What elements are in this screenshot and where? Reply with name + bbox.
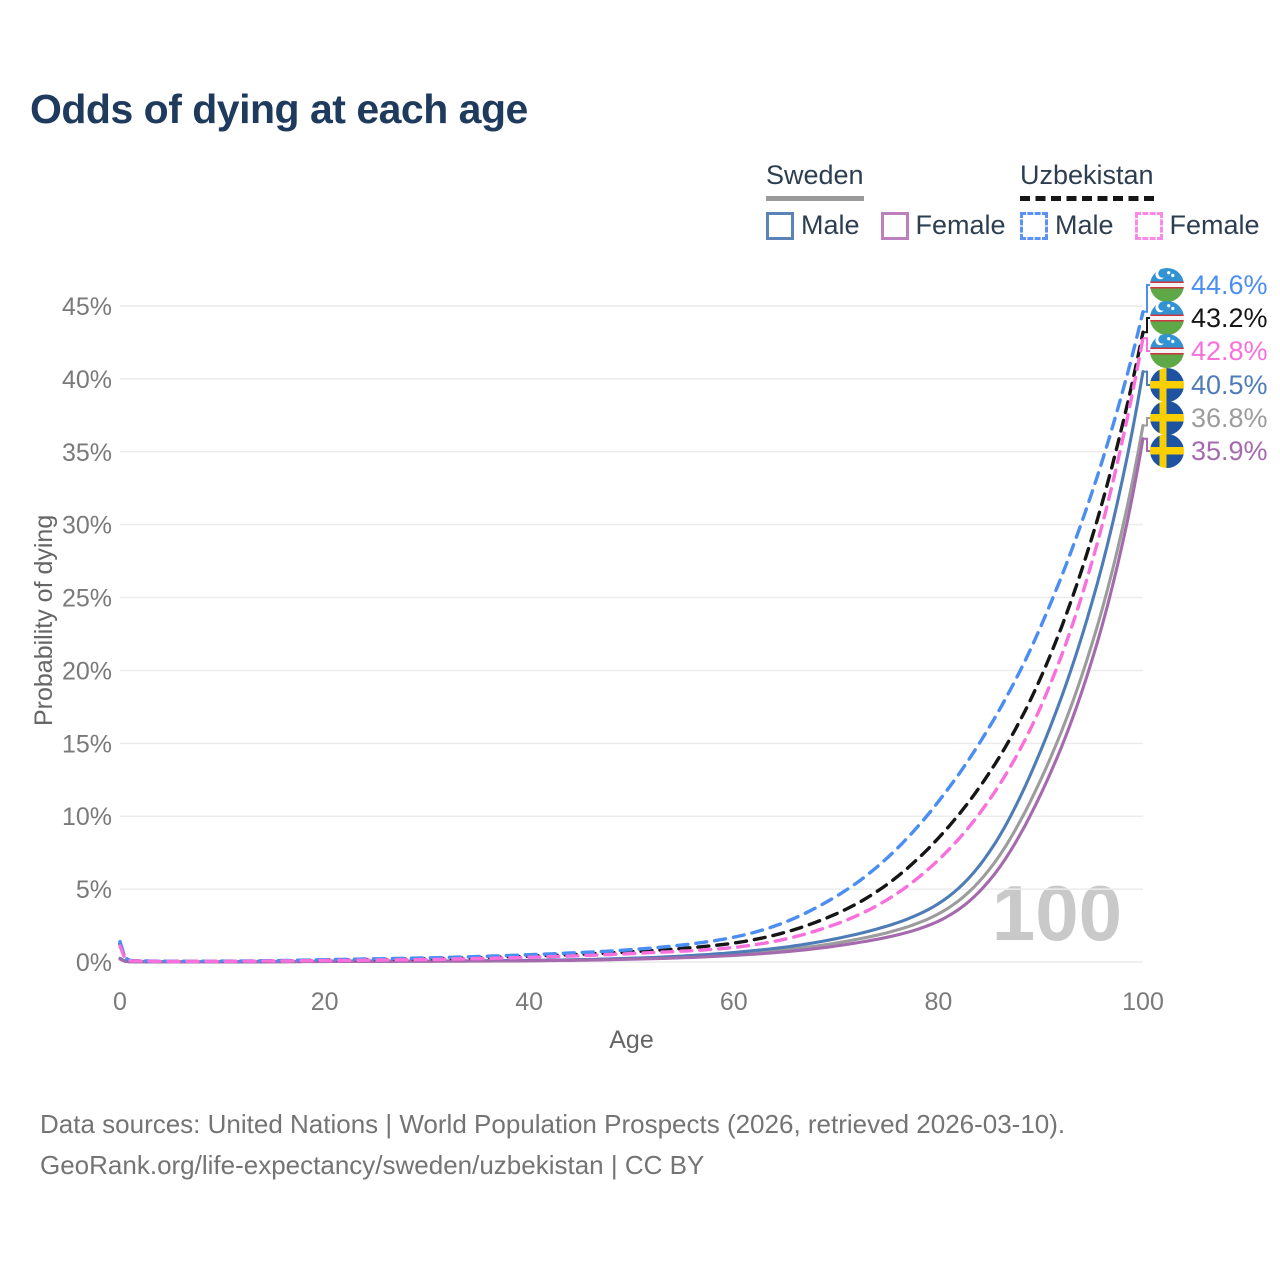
legend-uzbekistan-header[interactable]: Uzbekistan xyxy=(1020,160,1154,201)
y-tick-label: 20% xyxy=(62,657,112,685)
sweden-flag-icon xyxy=(1150,368,1184,402)
leader-line xyxy=(1143,437,1151,452)
uzbekistan-flag-icon xyxy=(1150,268,1184,302)
endpoint-label-uzbekistan-male: 44.6% xyxy=(1150,268,1268,302)
leader-line xyxy=(1143,317,1151,334)
legend-label-uzbekistan-female[interactable]: Female xyxy=(1169,210,1260,240)
x-axis-title: Age xyxy=(609,1026,654,1054)
uzbekistan-flag-icon xyxy=(1150,301,1184,335)
x-tick-label: 20 xyxy=(311,988,339,1016)
source-attribution: Data sources: United Nations | World Pop… xyxy=(40,1104,1065,1186)
curve-sweden-male[interactable] xyxy=(118,370,1145,964)
leader-line xyxy=(1143,337,1151,352)
sweden-flag-icon xyxy=(1150,401,1184,435)
legend-swatch-uzbekistan-male[interactable] xyxy=(1020,211,1048,240)
leader-line xyxy=(1143,417,1151,427)
y-tick-label: 45% xyxy=(62,293,112,321)
legend-sweden-items: Male Female xyxy=(766,210,1020,241)
y-tick-label: 15% xyxy=(62,730,112,758)
x-tick-label: 80 xyxy=(924,988,952,1016)
endpoint-label-sweden-both: 36.8% xyxy=(1150,401,1268,435)
legend-label-sweden-male[interactable]: Male xyxy=(801,210,860,240)
leader-line xyxy=(1143,284,1151,313)
leader-line xyxy=(1143,370,1151,386)
legend-label-sweden-female[interactable]: Female xyxy=(915,210,1006,240)
leader-lines xyxy=(1143,284,1151,452)
legend-swatch-sweden-male[interactable] xyxy=(766,211,794,240)
y-gridlines xyxy=(120,305,1143,963)
endpoint-value: 44.6% xyxy=(1191,269,1268,300)
endpoint-value: 36.8% xyxy=(1191,402,1268,433)
endpoint-value: 43.2% xyxy=(1191,302,1268,333)
endpoint-label-sweden-male: 40.5% xyxy=(1150,368,1268,402)
x-tick-label: 40 xyxy=(515,988,543,1016)
data-sources-line: Data sources: United Nations | World Pop… xyxy=(40,1109,1066,1139)
legend-uzbekistan-items: Male Female xyxy=(1020,210,1274,241)
curve-uzbekistan-female[interactable] xyxy=(118,336,1145,964)
y-tick-label: 35% xyxy=(62,439,112,467)
y-tick-label: 30% xyxy=(62,512,112,540)
legend-group-sweden: Sweden Male Female xyxy=(766,160,1020,241)
endpoint-label-uzbekistan-female: 42.8% xyxy=(1150,334,1268,368)
y-tick-label: 10% xyxy=(62,803,112,831)
legend-label-uzbekistan-male[interactable]: Male xyxy=(1055,210,1114,240)
endpoint-label-sweden-female: 35.9% xyxy=(1150,434,1268,468)
sweden-flag-icon xyxy=(1150,434,1184,468)
uzbekistan-flag-icon xyxy=(1150,334,1184,368)
attribution-line: GeoRank.org/life-expectancy/sweden/uzbek… xyxy=(40,1150,705,1180)
legend: Sweden Male Female Uzbekistan Male Femal… xyxy=(0,160,1280,240)
curve-uzbekistan-male[interactable] xyxy=(118,310,1145,963)
legend-sweden-header[interactable]: Sweden xyxy=(766,160,864,201)
page-title: Odds of dying at each age xyxy=(30,86,528,132)
endpoint-label-uzbekistan-both: 43.2% xyxy=(1150,301,1268,335)
y-tick-label: 5% xyxy=(76,876,112,904)
x-tick-label: 100 xyxy=(1122,988,1164,1016)
y-tick-label: 0% xyxy=(76,949,112,977)
y-tick-label: 25% xyxy=(62,585,112,613)
legend-swatch-sweden-female[interactable] xyxy=(880,211,909,240)
curve-sweden-female[interactable] xyxy=(118,437,1145,964)
x-tick-label: 0 xyxy=(113,988,127,1016)
y-tick-label: 40% xyxy=(62,366,112,394)
legend-swatch-uzbekistan-female[interactable] xyxy=(1134,211,1163,240)
endpoint-value: 35.9% xyxy=(1191,435,1268,466)
axis-tick-labels: 0% 5% 10% 15% 20% 25% 30% 35% 40% 45% 0 20 40 60 80 100 xyxy=(62,293,1164,1016)
legend-group-uzbekistan: Uzbekistan Male Female xyxy=(1020,160,1274,241)
endpoint-value: 40.5% xyxy=(1191,369,1268,400)
x-tick-label: 60 xyxy=(720,988,748,1016)
endpoint-value: 42.8% xyxy=(1191,335,1268,366)
age-counter-watermark: 100 xyxy=(991,869,1122,957)
